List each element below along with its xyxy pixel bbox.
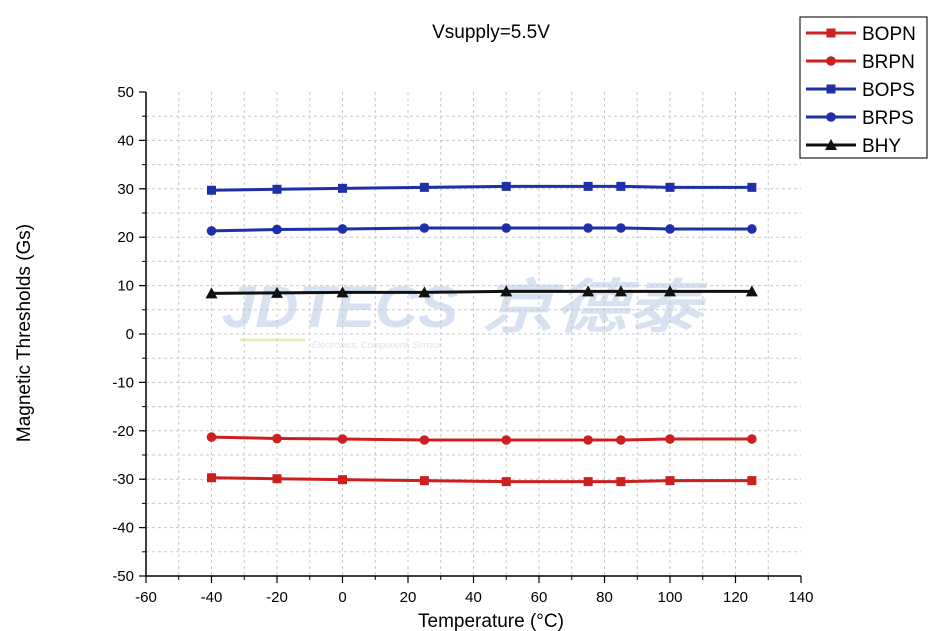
data-point-bops — [272, 184, 282, 194]
legend-label-bopn: BOPN — [862, 24, 916, 45]
y-tick-label: -30 — [112, 471, 134, 488]
x-tick-label: 60 — [531, 589, 548, 606]
data-point-bhy — [418, 286, 431, 298]
data-point-brps — [337, 224, 348, 234]
data-point-brps — [747, 224, 757, 234]
data-point-bops — [207, 185, 216, 195]
y-tick-label: 0 — [126, 326, 134, 343]
x-axis-title: Temperature (°C) — [418, 611, 564, 631]
svg-text:京德泰: 京德泰 — [482, 275, 709, 340]
legend-label-brps: BRPS — [862, 108, 914, 129]
data-point-bhy — [271, 286, 283, 298]
watermark-logo: JDTECS 京德泰 Electronics, Component, Senso… — [222, 275, 709, 350]
y-tick-label: 10 — [117, 278, 134, 295]
legend-marker-bhy — [825, 139, 837, 150]
data-point-brps — [419, 223, 430, 233]
x-tick-label: -60 — [135, 589, 157, 606]
y-tick-label: 40 — [117, 132, 134, 149]
data-point-brps — [583, 223, 593, 233]
data-point-brpn — [206, 432, 217, 442]
data-point-brpn — [747, 434, 757, 444]
data-point-bhy — [205, 287, 218, 299]
data-point-brpn — [272, 433, 282, 444]
data-point-bops — [419, 182, 429, 192]
data-point-brpn — [583, 435, 593, 445]
data-point-bopn — [338, 475, 347, 485]
legend-marker-bops — [826, 84, 836, 94]
data-point-bopn — [419, 476, 429, 486]
data-point-bopn — [501, 477, 511, 487]
data-point-bhy — [582, 285, 595, 297]
data-point-bopn — [583, 477, 593, 487]
data-point-bops — [501, 181, 511, 191]
y-tick-label: -50 — [112, 568, 134, 585]
data-point-bhy — [500, 285, 513, 297]
data-point-bops — [665, 182, 675, 192]
y-tick-label: -20 — [112, 423, 134, 440]
x-tick-label: 20 — [400, 589, 417, 606]
svg-text:JDTECS: JDTECS — [222, 275, 458, 340]
x-tick-label: 80 — [596, 589, 613, 606]
grid — [146, 92, 801, 576]
legend-label-bhy: BHY — [862, 136, 901, 157]
data-point-brps — [501, 223, 512, 233]
data-point-brpn — [337, 434, 348, 444]
data-point-bopn — [207, 473, 216, 483]
legend-label-bops: BOPS — [862, 80, 915, 101]
x-tick-label: -40 — [201, 589, 223, 606]
x-tick-label: 40 — [465, 589, 482, 606]
legend-marker-brpn — [826, 56, 836, 66]
data-point-brps — [665, 224, 675, 234]
legend-label-brpn: BRPN — [862, 52, 915, 73]
y-tick-label: 50 — [117, 84, 134, 101]
chart-title: Vsupply=5.5V — [432, 22, 550, 43]
data-point-brpn — [665, 434, 675, 444]
data-point-brpn — [419, 435, 430, 445]
y-tick-label: 20 — [117, 229, 134, 246]
y-tick-label: -40 — [112, 520, 134, 537]
data-point-bopn — [747, 476, 757, 486]
data-point-bopn — [616, 477, 626, 487]
x-tick-label: 140 — [788, 589, 813, 606]
data-point-bops — [583, 181, 593, 191]
x-tick-label: 100 — [657, 589, 682, 606]
data-point-bhy — [745, 285, 758, 297]
legend-marker-bopn — [826, 28, 836, 38]
data-point-brps — [616, 223, 626, 233]
legend: BOPN BRPN BOPS BRPS BHY — [799, 16, 928, 159]
data-point-bopn — [272, 474, 282, 484]
series-lines — [205, 181, 758, 487]
data-point-brps — [206, 226, 217, 236]
data-point-bhy — [614, 285, 627, 297]
x-tick-label: -20 — [266, 589, 288, 606]
y-tick-label: -10 — [112, 374, 134, 391]
data-point-bops — [616, 181, 626, 191]
data-point-bhy — [336, 286, 349, 298]
svg-text:Electronics, Component, Sensor: Electronics, Component, Sensor — [312, 340, 442, 350]
data-point-bops — [338, 183, 347, 193]
x-tick-label: 120 — [723, 589, 748, 606]
legend-marker-brps — [826, 112, 836, 122]
data-point-brps — [272, 224, 282, 235]
data-point-bops — [747, 182, 757, 192]
data-point-bopn — [665, 476, 675, 486]
data-point-bhy — [664, 285, 676, 297]
x-tick-label: 0 — [338, 589, 346, 606]
data-point-brpn — [616, 435, 626, 445]
data-point-brpn — [501, 435, 512, 445]
y-tick-label: 30 — [117, 181, 134, 198]
y-axis-title: Magnetic Thresholds (Gs) — [14, 224, 35, 442]
axes: -60 -40 -20 0 20 40 60 80 100 120 140-50-40-30-20-… — [112, 84, 813, 606]
